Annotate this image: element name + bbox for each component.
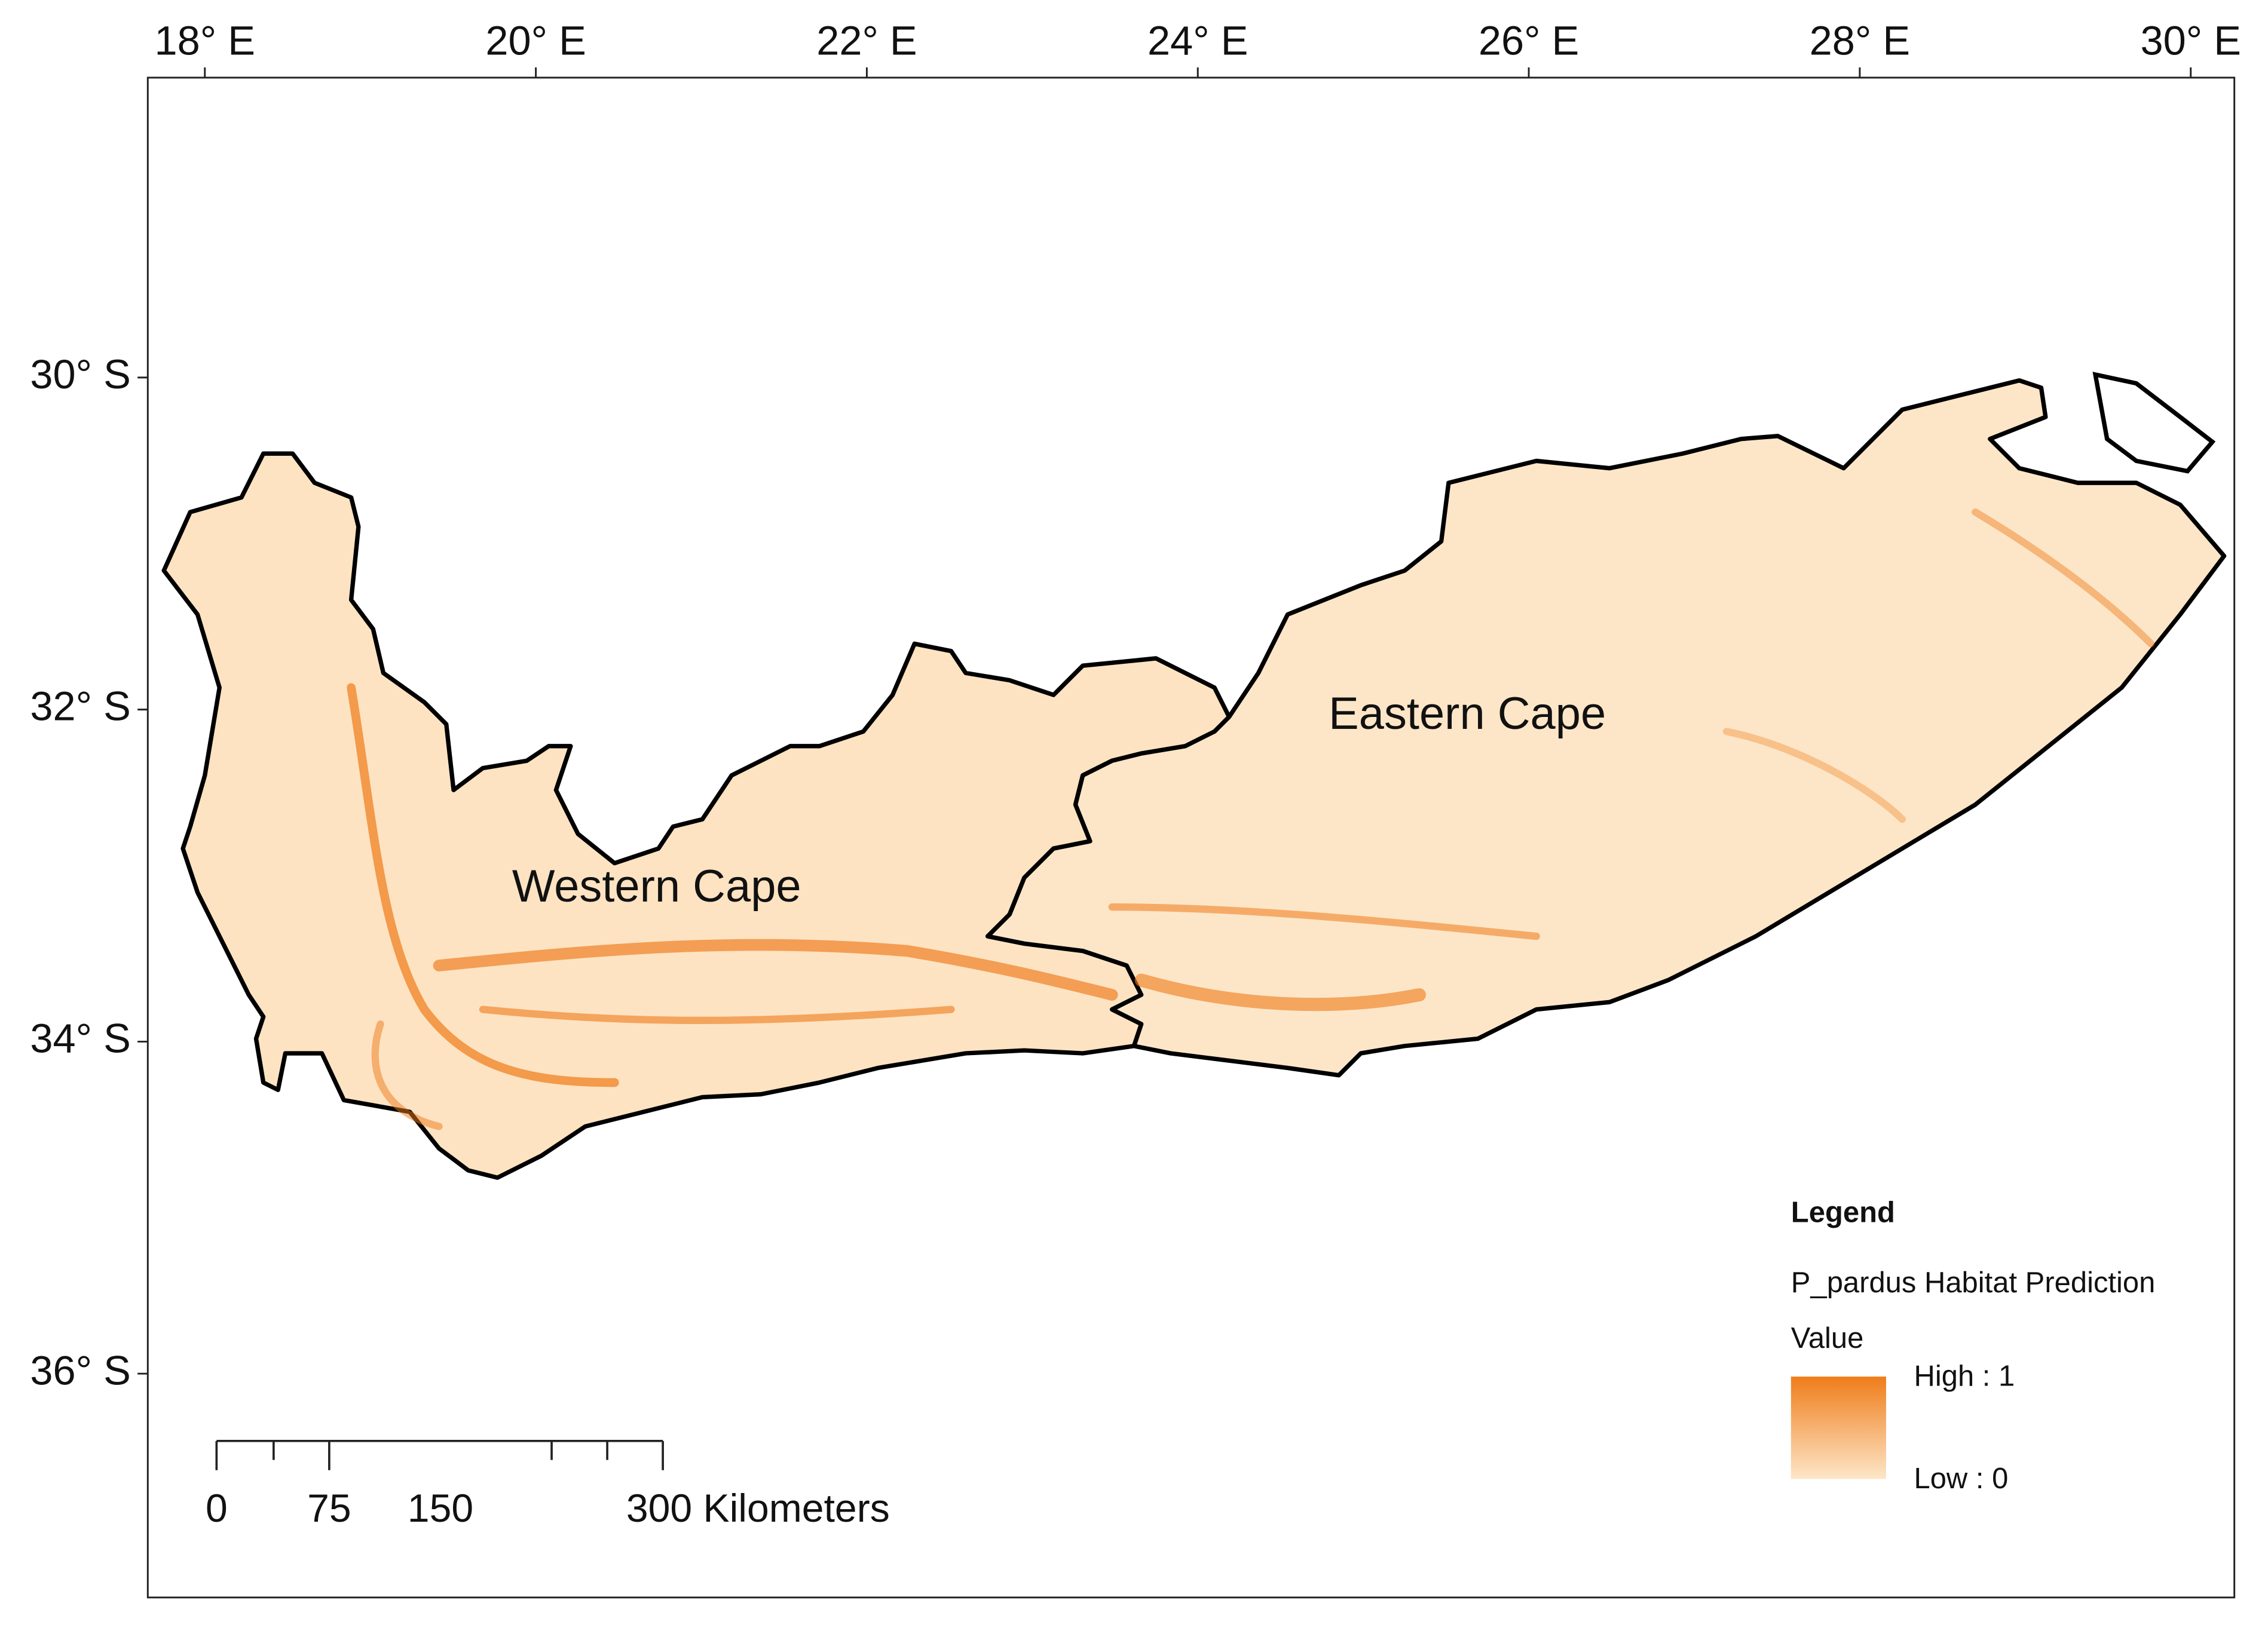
- region-label: Eastern Cape: [1329, 688, 1606, 739]
- scale-label: 75: [307, 1486, 351, 1531]
- graticule-ticks: 18° E 20° E 22° E 24° E 26° E 28° E 30° E 30° S…: [30, 18, 2241, 1394]
- x-tick-label: 22° E: [816, 18, 917, 64]
- x-tick-label: 26° E: [1479, 18, 1579, 64]
- x-tick-label: 18° E: [155, 18, 255, 64]
- y-tick-label: 36° S: [30, 1347, 130, 1393]
- legend-layer: P_pardus Habitat Prediction: [1791, 1267, 2156, 1299]
- region-label: Western Cape: [512, 861, 801, 912]
- x-tick-label: 30° E: [2141, 18, 2241, 64]
- region-labels: Western Cape Eastern Cape: [512, 688, 1606, 912]
- y-tick-label: 32° S: [30, 683, 130, 729]
- x-tick-label: 28° E: [1810, 18, 1910, 64]
- scale-label: 300 Kilometers: [626, 1486, 890, 1531]
- high-habitat-streaks: [347, 508, 2155, 1130]
- scale-label: 0: [206, 1486, 228, 1531]
- scale-label: 150: [408, 1486, 473, 1531]
- x-tick-label: 20° E: [485, 18, 586, 64]
- y-tick-label: 34° S: [30, 1016, 130, 1062]
- x-tick-label: 24° E: [1147, 18, 1248, 64]
- legend-field: Value: [1791, 1322, 1864, 1354]
- y-tick-label: 30° S: [30, 351, 130, 397]
- eastern-cape: [985, 378, 2227, 1078]
- legend: Legend P_pardus Habitat Prediction Value…: [1790, 1196, 2156, 1495]
- lesotho-border: [2092, 372, 2216, 474]
- legend-high: High : 1: [1914, 1360, 2015, 1392]
- scale-bar: 0 75 150 300 Kilometers: [206, 1440, 890, 1531]
- scale-line: [215, 1440, 664, 1470]
- legend-low: Low : 0: [1914, 1463, 2008, 1495]
- legend-ramp: [1790, 1377, 1886, 1479]
- legend-title: Legend: [1791, 1196, 1895, 1228]
- habitat-raster: [161, 372, 2227, 1180]
